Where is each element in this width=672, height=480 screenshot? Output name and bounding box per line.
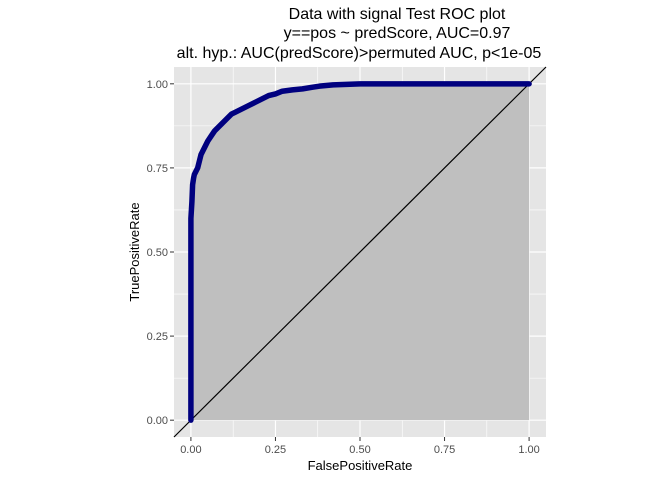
x-tick-label: 0.50 bbox=[349, 444, 370, 456]
y-tick-label: 0.00 bbox=[147, 415, 168, 427]
x-axis: 0.00 0.25 0.50 0.75 1.00 bbox=[180, 437, 540, 456]
chart-title-line-3: alt. hyp.: AUC(predScore)>permuted AUC, … bbox=[177, 45, 542, 62]
diagonal-line bbox=[173, 66, 547, 438]
y-tick-label: 0.50 bbox=[147, 247, 168, 259]
y-axis: 0.00 0.25 0.50 0.75 1.00 bbox=[147, 79, 174, 427]
x-tick-label: 0.75 bbox=[434, 444, 455, 456]
y-tick-label: 0.25 bbox=[147, 331, 168, 343]
y-axis-title: TruePositiveRate bbox=[127, 202, 142, 301]
x-tick-label: 1.00 bbox=[518, 444, 539, 456]
y-tick-label: 1.00 bbox=[147, 79, 168, 91]
chart-title-line-2: y==pos ~ predScore, AUC=0.97 bbox=[284, 25, 511, 42]
x-tick-label: 0.00 bbox=[180, 444, 201, 456]
x-tick-label: 0.25 bbox=[265, 444, 286, 456]
x-axis-title: FalsePositiveRate bbox=[308, 458, 413, 473]
roc-curve-line bbox=[188, 81, 532, 423]
chart-title-line-1: Data with signal Test ROC plot bbox=[289, 6, 506, 23]
y-tick-label: 0.75 bbox=[147, 163, 168, 175]
